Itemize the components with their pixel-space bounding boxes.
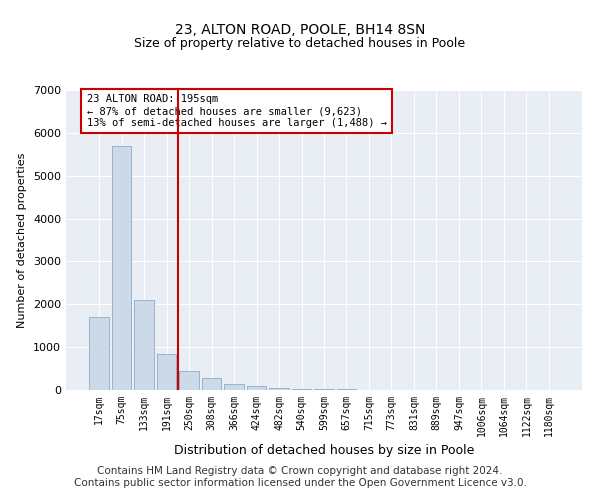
Bar: [292, 388, 311, 390]
Bar: [247, 386, 266, 390]
Bar: [314, 389, 334, 390]
Bar: [134, 300, 154, 390]
Text: Contains HM Land Registry data © Crown copyright and database right 2024.
Contai: Contains HM Land Registry data © Crown c…: [74, 466, 526, 487]
Bar: [89, 317, 109, 390]
Text: 23, ALTON ROAD, POOLE, BH14 8SN: 23, ALTON ROAD, POOLE, BH14 8SN: [175, 22, 425, 36]
Bar: [112, 146, 131, 390]
Bar: [179, 370, 199, 390]
Text: Size of property relative to detached houses in Poole: Size of property relative to detached ho…: [134, 38, 466, 51]
Bar: [157, 354, 176, 390]
Bar: [202, 378, 221, 390]
Y-axis label: Number of detached properties: Number of detached properties: [17, 152, 28, 328]
Bar: [224, 384, 244, 390]
Bar: [269, 388, 289, 390]
X-axis label: Distribution of detached houses by size in Poole: Distribution of detached houses by size …: [174, 444, 474, 458]
Text: 23 ALTON ROAD: 195sqm
← 87% of detached houses are smaller (9,623)
13% of semi-d: 23 ALTON ROAD: 195sqm ← 87% of detached …: [86, 94, 386, 128]
